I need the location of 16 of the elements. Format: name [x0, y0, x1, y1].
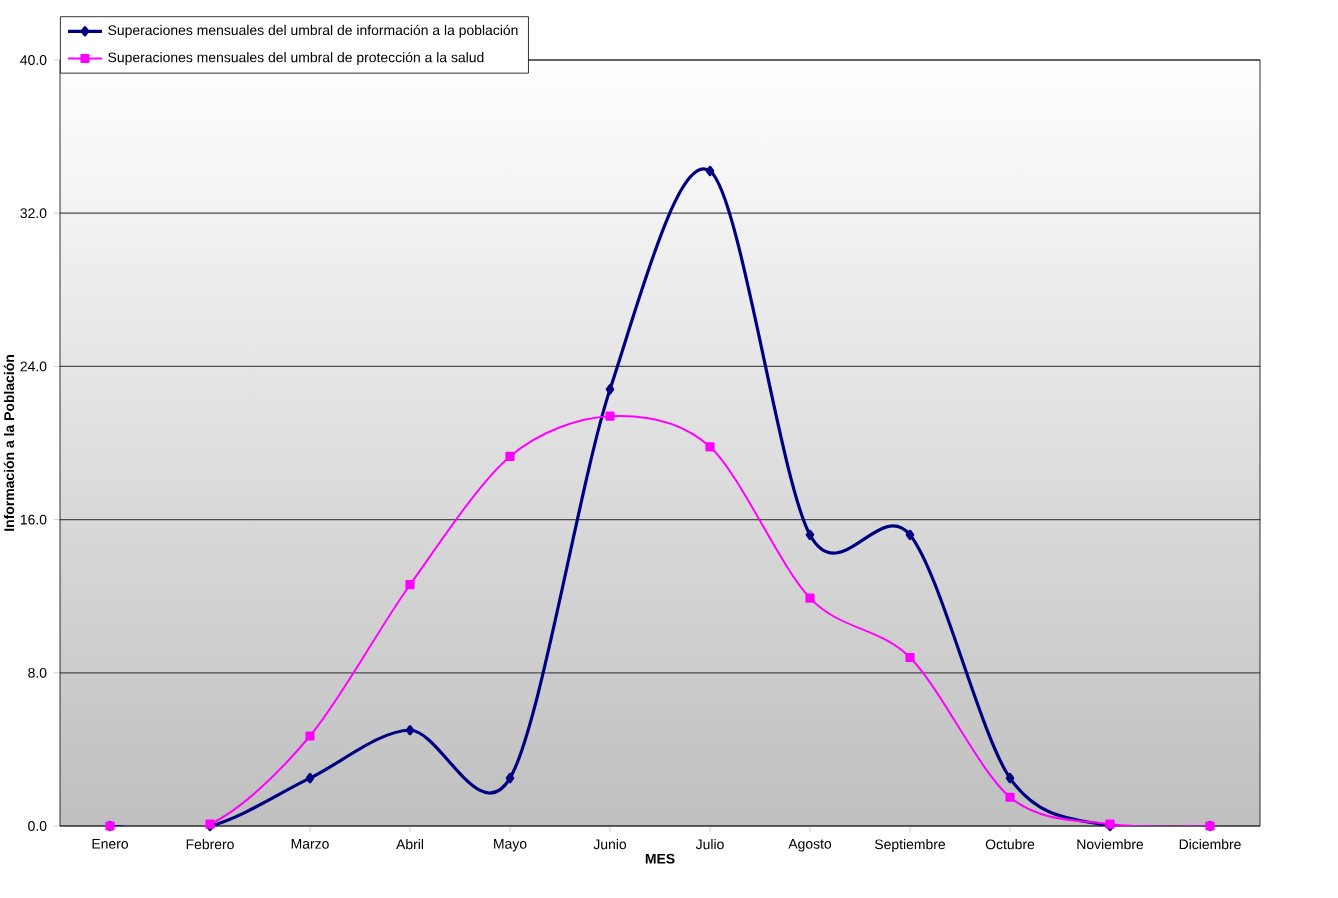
point	[405, 580, 415, 590]
point	[1005, 772, 1015, 784]
point	[305, 731, 315, 741]
point	[805, 593, 815, 603]
point	[505, 451, 515, 461]
point	[905, 529, 915, 541]
point	[705, 165, 715, 177]
point	[405, 725, 415, 736]
point	[605, 411, 615, 421]
point	[1005, 792, 1015, 802]
point	[805, 529, 815, 541]
point	[605, 384, 615, 395]
point	[305, 772, 315, 784]
point	[905, 652, 915, 663]
point	[705, 442, 715, 452]
point	[505, 772, 515, 784]
